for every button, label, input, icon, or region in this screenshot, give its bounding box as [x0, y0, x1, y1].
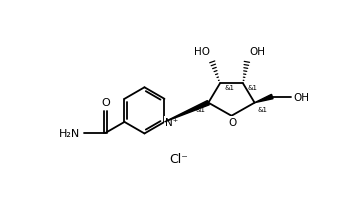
Text: O: O	[101, 97, 110, 107]
Text: &1: &1	[196, 106, 206, 112]
Text: N⁺: N⁺	[165, 117, 179, 127]
Text: &1: &1	[224, 85, 234, 91]
Text: O: O	[228, 118, 236, 128]
Polygon shape	[255, 95, 273, 103]
Text: H₂N: H₂N	[59, 128, 80, 138]
Text: OH: OH	[249, 47, 265, 57]
Text: &1: &1	[257, 106, 267, 112]
Text: Cl⁻: Cl⁻	[169, 152, 188, 165]
Text: &1: &1	[247, 85, 257, 91]
Polygon shape	[165, 101, 209, 122]
Text: OH: OH	[293, 92, 309, 102]
Text: HO: HO	[194, 47, 210, 57]
